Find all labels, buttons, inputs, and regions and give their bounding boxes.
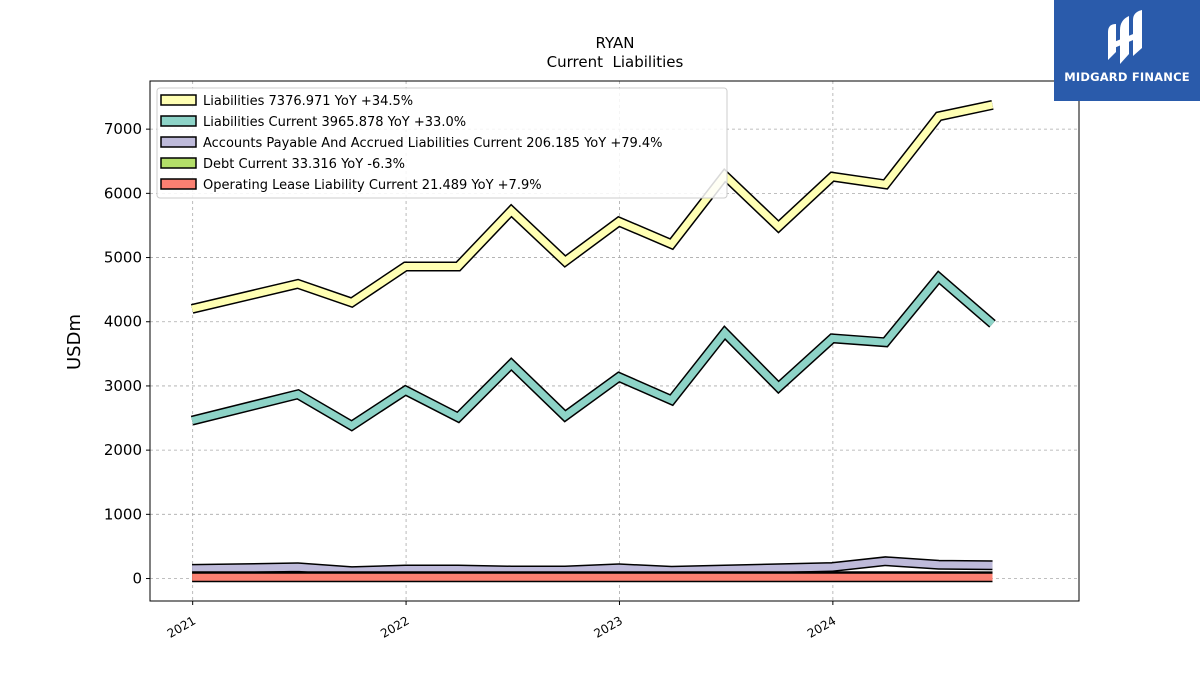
x-axis: 2021 2022 2023 2024 — [165, 601, 838, 641]
y-tick-label: 5000 — [104, 249, 142, 267]
plot-frame — [149, 80, 1080, 602]
y-tick-label: 1000 — [104, 505, 142, 523]
legend-box — [156, 87, 728, 199]
y-tick-label: 0 — [132, 570, 142, 588]
chart-subtitle: Current Liabilities — [547, 53, 684, 71]
series-line-2 — [190, 270, 996, 432]
x-tick-label: 2022 — [378, 613, 411, 640]
y-tick-label: 2000 — [104, 441, 142, 459]
legend-label: Operating Lease Liability Current 21.489… — [203, 178, 542, 193]
legend-label: Debt Current 33.316 YoY -6.3% — [203, 157, 405, 172]
series-line-3 — [192, 556, 993, 577]
legend-label: Accounts Payable And Accrued Liabilities… — [203, 136, 663, 151]
x-tick-label: 2023 — [592, 613, 625, 640]
series-group — [190, 100, 996, 583]
series-fill — [192, 557, 993, 575]
legend-swatch — [160, 136, 197, 148]
legend-label: Liabilities Current 3965.878 YoY +33.0% — [203, 115, 466, 130]
y-axis-label: USDm — [64, 314, 85, 370]
y-tick-label: 4000 — [104, 313, 142, 331]
legend-swatch — [160, 178, 197, 190]
series-fill — [191, 101, 994, 313]
legend-label: Liabilities 7376.971 YoY +34.5% — [203, 94, 413, 109]
y-tick-label: 6000 — [104, 184, 142, 202]
y-axis: 0 1000 2000 3000 4000 5000 6000 7000 — [104, 120, 150, 588]
legend: Liabilities 7376.971 YoY +34.5% Liabiliti… — [156, 87, 728, 199]
y-tick-label: 7000 — [104, 120, 142, 138]
legend-swatch — [160, 94, 197, 106]
brand-name: MIDGARD FINANCE — [1064, 70, 1190, 84]
x-tick-label: 2024 — [805, 613, 838, 640]
chart-title: RYAN — [596, 34, 635, 52]
x-tick-label: 2021 — [165, 613, 198, 640]
y-tick-label: 3000 — [104, 377, 142, 395]
legend-swatch — [160, 157, 197, 169]
series-fill — [191, 272, 995, 430]
legend-swatch — [160, 115, 197, 127]
midgard-logo-icon — [1108, 10, 1142, 64]
brand-logo: MIDGARD FINANCE — [1054, 0, 1200, 101]
series-line-1 — [190, 100, 994, 314]
